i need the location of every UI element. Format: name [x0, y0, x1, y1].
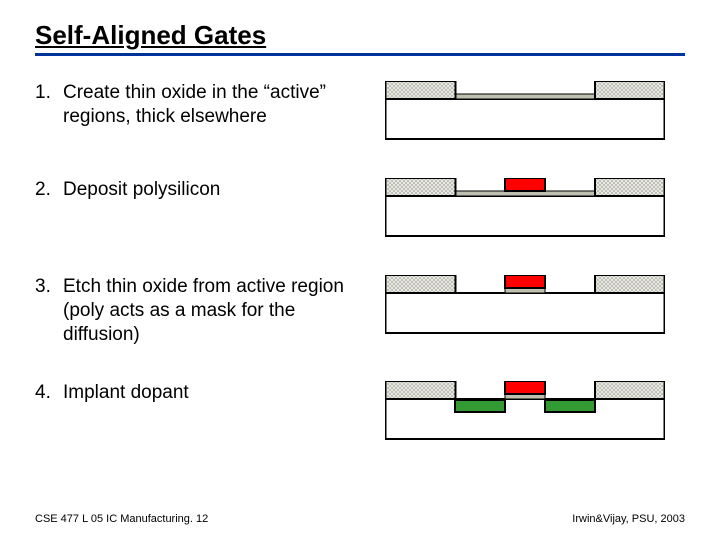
- step-number: 2.: [35, 178, 63, 202]
- step-text: 1. Create thin oxide in the “active” reg…: [35, 81, 365, 129]
- step-description: Implant dopant: [63, 381, 189, 405]
- step-text: 4. Implant dopant: [35, 381, 365, 405]
- step-row-3: 3. Etch thin oxide from active region (p…: [35, 275, 685, 346]
- footer-left: CSE 477 L 05 IC Manufacturing. 12: [35, 513, 208, 525]
- slide-title: Self-Aligned Gates: [35, 20, 685, 56]
- step-diagram: [365, 81, 685, 143]
- step-diagram: [365, 178, 685, 240]
- step-description: Create thin oxide in the “active” region…: [63, 81, 365, 129]
- step-number: 1.: [35, 81, 63, 129]
- step-row-1: 1. Create thin oxide in the “active” reg…: [35, 81, 685, 143]
- step-text: 3. Etch thin oxide from active region (p…: [35, 275, 365, 346]
- step-description: Etch thin oxide from active region (poly…: [63, 275, 365, 346]
- step-description: Deposit polysilicon: [63, 178, 220, 202]
- step-number: 4.: [35, 381, 63, 405]
- step-text: 2. Deposit polysilicon: [35, 178, 365, 202]
- step-number: 3.: [35, 275, 63, 346]
- footer: CSE 477 L 05 IC Manufacturing. 12 Irwin&…: [35, 513, 685, 525]
- step-row-4: 4. Implant dopant: [35, 381, 685, 443]
- step-diagram: [365, 381, 685, 443]
- footer-right: Irwin&Vijay, PSU, 2003: [572, 513, 685, 525]
- step-diagram: [365, 275, 685, 337]
- step-row-2: 2. Deposit polysilicon: [35, 178, 685, 240]
